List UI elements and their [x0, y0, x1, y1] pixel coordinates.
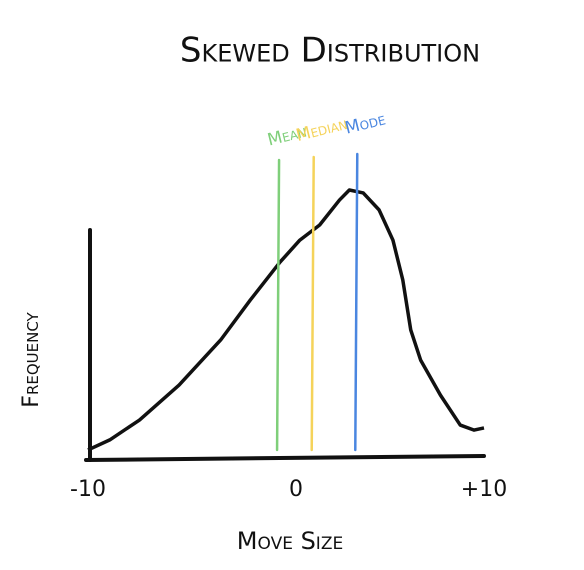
marker-line — [354, 152, 359, 452]
marker-line — [275, 158, 281, 452]
y-axis-label: Frequency — [19, 311, 44, 407]
marker-line — [310, 155, 315, 452]
marker-label: Median — [294, 114, 350, 146]
x-tick-label: -10 — [70, 477, 106, 502]
x-tick-label: +10 — [461, 477, 507, 502]
distribution-curve — [87, 188, 485, 452]
marker-label: Mode — [343, 109, 388, 138]
x-tick-label: 0 — [289, 477, 303, 502]
x-axis — [84, 454, 486, 462]
chart-title: Skewed Distribution — [180, 31, 480, 71]
x-axis-label: Move Size — [237, 527, 343, 555]
